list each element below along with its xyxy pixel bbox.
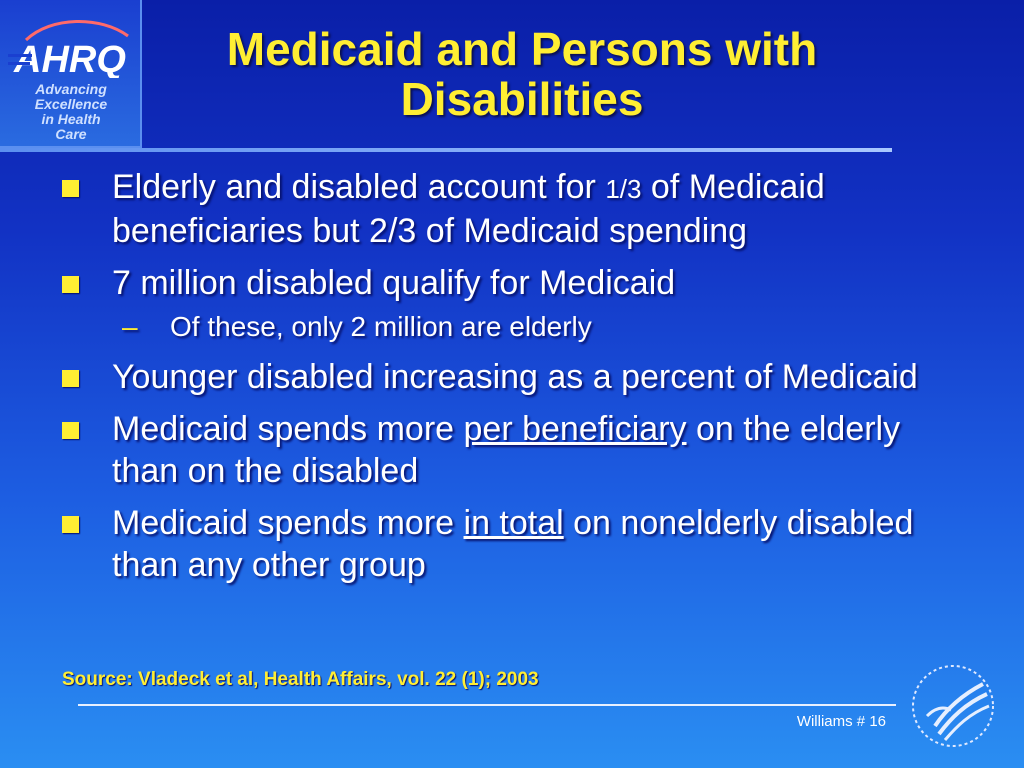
bullet-list: Elderly and disabled account for 1/3 of … (62, 166, 972, 596)
square-bullet-icon (62, 516, 79, 533)
bullet-text: of Medicaid beneficiaries but 2/3 of Med… (112, 168, 825, 250)
ahrq-logo-icon: AHRQ (8, 20, 129, 78)
bullet-text: 7 million disabled qualify for Medicaid (112, 264, 676, 302)
bullet-text: Elderly and disabled account for (112, 168, 606, 206)
square-bullet-icon (62, 276, 79, 293)
bullet-text: Younger disabled increasing as a percent… (112, 358, 918, 396)
bullet-text: on nonelderly disabled than any other gr… (112, 504, 914, 584)
bullet-item: 7 million disabled qualify for Medicaid (62, 262, 972, 304)
square-bullet-icon (62, 180, 79, 197)
bullet-item: Elderly and disabled account for 1/3 of … (62, 166, 972, 252)
slide-number: Williams # 16 (796, 713, 886, 730)
footer-divider (78, 704, 896, 706)
sub-bullet-item: – Of these, only 2 million are elderly (62, 310, 972, 344)
source-citation: Source: Vladeck et al, Health Affairs, v… (62, 669, 539, 690)
dash-bullet-icon: – (122, 311, 138, 342)
underlined-text: per beneficiary (463, 410, 687, 448)
bullet-text: Medicaid spends more (112, 504, 464, 542)
logo-tagline: Advancing Excellence in Health Care (34, 81, 108, 142)
bullet-item: Younger disabled increasing as a percent… (62, 356, 972, 398)
square-bullet-icon (62, 370, 79, 387)
bullet-fraction: 1/3 (605, 174, 642, 204)
underlined-text: in total (463, 504, 564, 542)
ahrq-logo: AHRQ Advancing Excellence in Health Care (0, 0, 142, 148)
square-bullet-icon (62, 422, 79, 439)
sub-bullet-text: Of these, only 2 million are elderly (170, 311, 592, 342)
logo-wordmark: AHRQ (13, 39, 126, 78)
bullet-item: Medicaid spends more in total on nonelde… (62, 502, 972, 586)
bullet-text: Medicaid spends more (112, 410, 464, 448)
title-divider (0, 148, 892, 152)
bullet-item: Medicaid spends more per beneficiary on … (62, 408, 972, 492)
bullet-text: on the elderly than on the disabled (112, 410, 901, 490)
hhs-eagle-seal-icon (912, 665, 994, 747)
slide-title: Medicaid and Persons with Disabilities (226, 23, 818, 125)
